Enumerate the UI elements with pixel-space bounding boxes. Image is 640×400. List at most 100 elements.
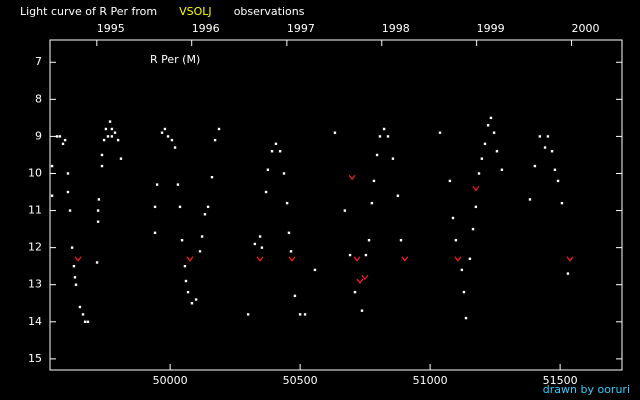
data-point (550, 150, 554, 153)
data-point (190, 302, 194, 305)
upper-limit-point (288, 256, 296, 262)
data-point (471, 227, 475, 231)
y-tick-label: 13 (28, 278, 42, 291)
data-point (78, 305, 82, 309)
data-point (246, 313, 250, 316)
data-point (528, 198, 532, 201)
data-point (66, 172, 70, 175)
data-point (360, 309, 364, 312)
upper-limit-point (74, 256, 82, 262)
data-point (50, 164, 54, 168)
data-point (489, 116, 493, 120)
data-point (102, 138, 106, 142)
data-point (253, 242, 257, 246)
data-point (367, 239, 371, 242)
data-point (285, 201, 289, 205)
data-point (258, 235, 262, 238)
data-point (100, 164, 104, 168)
data-point (106, 135, 110, 138)
data-point (553, 168, 557, 171)
upper-limit-point (401, 256, 409, 262)
data-point (474, 205, 478, 209)
data-point (55, 135, 59, 138)
x-tick-label: 51500 (543, 374, 578, 387)
data-point (116, 138, 120, 142)
data-point (500, 168, 504, 171)
data-point (448, 179, 452, 183)
data-point (260, 246, 264, 249)
data-point (163, 127, 167, 131)
data-point (104, 127, 108, 131)
data-point (184, 279, 188, 283)
data-point (293, 294, 297, 298)
data-point (468, 257, 472, 260)
data-point (178, 205, 182, 209)
data-point (391, 157, 395, 160)
data-point (462, 290, 466, 294)
x2-tick-label: 1999 (477, 22, 505, 35)
data-point (343, 209, 347, 212)
y-tick-label: 9 (35, 129, 42, 142)
data-point (110, 127, 114, 131)
data-point (353, 290, 357, 294)
data-point (170, 138, 174, 142)
x-tick-label: 51000 (413, 374, 448, 387)
y-tick-label: 12 (28, 241, 42, 254)
data-point (546, 135, 550, 138)
data-point (538, 135, 542, 138)
data-point (492, 131, 496, 134)
x-tick-label: 50500 (283, 374, 318, 387)
data-point (556, 179, 560, 183)
data-point (303, 313, 307, 316)
data-point (96, 220, 100, 223)
data-point (333, 131, 337, 134)
data-point (119, 157, 123, 160)
data-point (83, 320, 87, 323)
title-part: VSOLJ (179, 5, 212, 18)
data-point (73, 276, 77, 279)
data-point (203, 213, 207, 216)
data-point (95, 261, 99, 264)
data-point (110, 135, 114, 138)
data-point (113, 131, 117, 134)
data-point (438, 131, 442, 134)
data-point (372, 179, 376, 183)
data-point (460, 268, 464, 272)
data-point (206, 205, 210, 209)
upper-limit-point (356, 278, 364, 285)
data-point (50, 194, 54, 197)
data-point (270, 150, 274, 153)
data-point (200, 235, 204, 238)
data-point (61, 142, 65, 146)
data-point (386, 135, 390, 138)
data-point (543, 146, 547, 149)
y-tick-label: 11 (28, 204, 42, 217)
data-point (186, 290, 190, 294)
data-point (166, 135, 170, 138)
data-point (153, 231, 157, 235)
data-point (198, 250, 202, 253)
data-point (454, 239, 458, 242)
data-point (375, 153, 379, 157)
data-point (100, 153, 104, 157)
y-tick-label: 7 (35, 55, 42, 68)
annotation: R Per (M) (150, 53, 200, 66)
data-point (480, 157, 484, 160)
data-point (483, 142, 487, 146)
data-point (287, 231, 291, 235)
data-point (266, 168, 270, 171)
data-point (194, 298, 198, 301)
x2-tick-label: 1995 (97, 22, 125, 35)
data-point (217, 127, 221, 131)
data-point (183, 264, 187, 268)
upper-limit-point (256, 256, 264, 262)
data-point (180, 239, 184, 242)
y-tick-label: 15 (28, 352, 42, 365)
x2-tick-label: 2000 (572, 22, 600, 35)
data-point (533, 164, 537, 168)
y-tick-label: 10 (28, 166, 42, 179)
x2-tick-label: 1996 (192, 22, 220, 35)
upper-limit-point (454, 256, 462, 262)
